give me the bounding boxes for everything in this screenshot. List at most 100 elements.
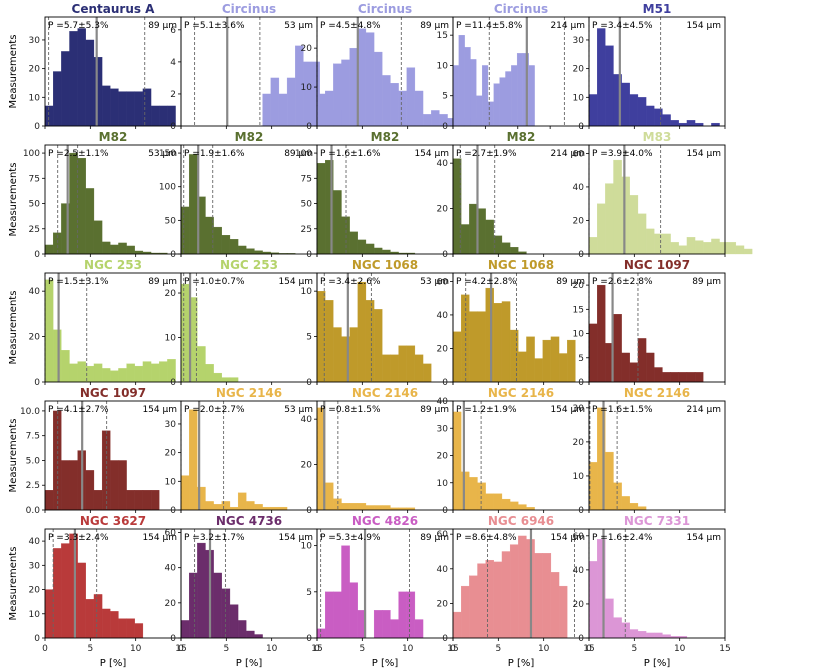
- y-tick-label: 30: [573, 404, 585, 414]
- histogram-bar: [476, 95, 483, 127]
- x-tick-label: 5: [631, 644, 637, 654]
- histogram-bar: [118, 91, 127, 127]
- x-tick-label: 15: [447, 644, 458, 654]
- histogram-bar: [528, 65, 535, 127]
- histogram-bar: [477, 563, 486, 639]
- histogram-bar: [469, 203, 478, 255]
- histogram-bar: [670, 242, 679, 255]
- y-tick-label: 0: [442, 250, 448, 260]
- histogram-bar: [134, 365, 144, 383]
- histogram-bar: [662, 372, 671, 383]
- histogram-bar: [406, 345, 416, 383]
- subplot-title: M82: [99, 130, 128, 144]
- subplot-title: NGC 2146: [352, 386, 418, 400]
- y-tick-label: 0: [578, 378, 584, 388]
- band-annotation: 53 μm: [284, 21, 313, 31]
- y-tick-label: 60: [573, 532, 585, 542]
- histogram-bar: [262, 93, 271, 127]
- y-tick-label: 40: [437, 565, 449, 575]
- histogram-bar: [349, 231, 358, 255]
- histogram-bar: [316, 628, 326, 639]
- x-axis-label: P [%]: [508, 658, 535, 668]
- y-tick-label: 15: [573, 305, 584, 315]
- histogram-bar: [431, 110, 440, 127]
- histogram-bar: [542, 553, 552, 639]
- y-tick-label: 40: [573, 183, 585, 193]
- histogram-bar: [357, 503, 367, 511]
- histogram-bar: [237, 245, 247, 255]
- polarization-annotation: P =3.9±4.0%: [592, 149, 653, 159]
- subplot-title: M82: [507, 130, 536, 144]
- y-tick-label: 60: [573, 149, 585, 159]
- histogram-bar: [180, 283, 190, 383]
- histogram-bar: [511, 65, 518, 127]
- y-tick-label: 40: [301, 415, 313, 425]
- histogram-bar: [254, 634, 263, 639]
- histogram-bar: [197, 346, 206, 383]
- histogram-bar: [645, 105, 655, 127]
- histogram-bar: [53, 548, 62, 639]
- polarization-annotation: P =1.6±2.4%: [592, 533, 653, 543]
- histogram-bar: [534, 553, 543, 639]
- polarization-annotation: P =4.5±4.8%: [320, 21, 381, 31]
- axes-frame: [588, 272, 726, 383]
- histogram-bar: [645, 228, 655, 255]
- axes-frame: [588, 16, 726, 127]
- polarization-annotation: P =2.6±2.8%: [592, 277, 653, 287]
- histogram-bar: [213, 504, 222, 511]
- histogram-bar: [398, 591, 407, 639]
- histogram-bar: [670, 372, 679, 383]
- histogram-bar: [118, 368, 127, 383]
- histogram-bar: [654, 233, 663, 255]
- histogram-bar: [93, 57, 103, 127]
- histogram-bar: [605, 183, 614, 255]
- histogram-bar: [662, 233, 671, 255]
- histogram-bar: [382, 354, 391, 383]
- y-tick-label: 0: [34, 378, 40, 388]
- histogram-bar: [588, 561, 598, 639]
- band-annotation: 154 μm: [686, 149, 721, 159]
- y-tick-label: 5: [442, 92, 448, 102]
- histogram-bar: [246, 630, 255, 639]
- histogram-bar: [597, 28, 606, 127]
- subplot: 0 20 40 M82 P =2.7±1.9% 214 μm: [437, 130, 590, 260]
- y-tick-label: 0: [306, 634, 312, 644]
- histogram-bar: [69, 460, 78, 511]
- histogram-bar: [597, 203, 606, 255]
- subplot: 0 20 40 60 NGC 1068 P =4.2±2.8% 89 μm: [437, 258, 590, 388]
- histogram-bar: [534, 358, 543, 383]
- histogram-bar: [93, 490, 103, 511]
- histogram-bar: [53, 329, 62, 383]
- polarization-annotation: P =1.2±1.9%: [456, 405, 517, 415]
- y-tick-label: 7.5: [26, 432, 40, 442]
- histogram-bar: [485, 559, 494, 639]
- histogram-bar: [629, 362, 639, 383]
- y-tick-label: 6: [170, 26, 176, 36]
- histogram-bar: [180, 475, 190, 511]
- histogram-bar: [470, 59, 477, 127]
- histogram-bar: [477, 208, 486, 255]
- polarization-annotation: P =1.5±3.1%: [48, 277, 109, 287]
- subplot: 0 10 20 Circinus P =4.5±4.8% 89 μm: [301, 2, 481, 132]
- y-tick-label: 100: [23, 149, 40, 159]
- y-tick-label: 30: [29, 36, 41, 46]
- histogram-bar: [221, 588, 231, 639]
- histogram-bar: [382, 505, 391, 511]
- histogram-bar: [189, 409, 198, 511]
- y-tick-label: 50: [301, 200, 313, 210]
- histogram-bar: [735, 245, 745, 255]
- histogram-bar: [180, 206, 190, 255]
- histogram-bar: [613, 159, 622, 255]
- y-axis-label: Measurements: [8, 35, 19, 109]
- subplot: 0 20 40 60 M83 P =3.9±4.0% 154 μm: [573, 130, 753, 260]
- histogram-bar: [509, 329, 519, 383]
- histogram-bar: [637, 506, 647, 511]
- y-tick-label: 0: [442, 378, 448, 388]
- y-tick-label: 60: [165, 529, 177, 539]
- histogram-bar: [61, 51, 70, 127]
- histogram-bar: [422, 363, 432, 383]
- subplot: 0 20 40 60 0 5 10 15 NGC 6946 P =8.6±4.8% 154 μm P …: [437, 514, 595, 668]
- histogram-bar: [629, 195, 639, 255]
- y-tick-label: 0: [170, 250, 176, 260]
- subplot-title: NGC 2146: [488, 386, 554, 400]
